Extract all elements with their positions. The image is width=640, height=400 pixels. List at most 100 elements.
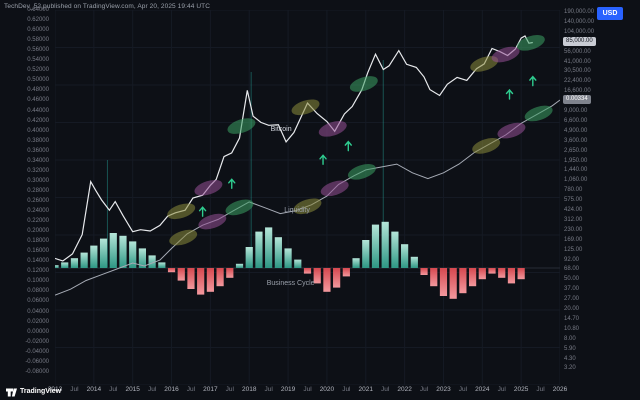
bitcoin-line [55,35,533,262]
price-axis-label: 3.20 [564,365,576,372]
histogram-bar [323,268,331,292]
price-axis-label: 50.00 [564,276,580,283]
cycle-ellipse-annotation [472,138,501,154]
price-axis-label: 22,400.00 [564,78,591,85]
price-axis-label: 0.24000 [27,208,49,214]
cycle-ellipse-annotation [225,199,254,216]
price-axis-label: 0.00000 [27,328,49,335]
price-axis-label: 0.32000 [27,167,49,174]
price-axis-label: 0.60000 [27,27,49,34]
price-axis-label: 14.70 [564,315,580,322]
tradingview-logo-icon [6,388,17,397]
histogram-bar [138,248,147,268]
histogram-bar [245,247,253,268]
price-axis-label: 0.30000 [27,177,49,184]
histogram-bar [70,258,79,268]
price-axis-label: 125.00 [564,246,583,253]
histogram-bar [459,268,467,294]
price-axis-label: 575.00 [564,197,583,204]
histogram-bar [468,268,477,287]
price-axis-label: 56,000.00 [564,48,591,55]
price-axis-label: 9,000.00 [564,108,588,114]
price-axis-label: 780.00 [564,187,583,194]
price-axis-label: 16,600.00 [564,88,591,95]
time-axis-label: Jul [381,386,390,393]
time-axis-label: Jul [342,386,351,393]
price-axis-label: 0.10000 [27,278,49,285]
cycle-ellipse-annotation [194,179,223,196]
tradingview-logo[interactable]: TradingView [6,386,61,397]
time-axis-label: Jul [147,386,157,393]
price-axis-label: 0.26000 [27,197,49,204]
price-axis-label: 20.00 [564,306,580,312]
price-axis-label: 0.42000 [27,117,49,124]
currency-badge[interactable]: USD [597,7,623,20]
price-axis-label: 0.20000 [27,228,49,235]
histogram-bar [90,245,98,268]
price-axis-label: 0.64000 [27,7,49,13]
up-arrow-icon [319,154,327,166]
histogram-bar [61,262,69,268]
histogram-bar [420,268,428,275]
histogram-bar [488,268,496,274]
time-axis-label: Jul [70,386,79,393]
price-axis-label: 0.54000 [27,57,49,64]
time-axis-label: Jul [536,386,545,393]
histogram-bar [381,221,389,268]
time-axis-label: Jul [264,386,273,393]
price-axis-label: 92.00 [564,256,580,263]
cycle-ellipse-annotation [227,118,256,134]
time-axis[interactable]: 2013 Jul 2014 Jul 2015 Jul 2016 Jul 2017 Jul 2018 J… [48,385,567,398]
price-axis-label: 0.48000 [27,87,49,94]
time-axis-label: Jul [419,386,429,393]
histogram-bar [391,231,399,268]
histogram-bar [197,268,205,295]
histogram-bar [313,268,321,284]
cycle-ellipse-annotation [516,35,545,51]
histogram-bar [216,268,224,287]
up-arrow-icon [505,88,514,100]
up-arrow-icon [198,206,207,217]
histogram-bar [498,268,506,278]
time-axis-label: 2021 [358,386,373,393]
histogram-bar [80,252,88,268]
price-axis-label: 1,950.00 [564,157,588,164]
price-axis-label: -0.08000 [25,368,49,375]
histogram-bar [517,268,525,280]
tradingview-logo-text: TradingView [20,388,62,395]
price-axis-label: 27.00 [564,296,580,303]
cycle-ellipse-annotation [291,99,320,116]
time-axis-label: Jul [303,386,312,393]
price-axis-label: -0.04000 [25,348,49,355]
left-price-axis[interactable]: 0.64000 0.62000 0.60000 0.58000 0.56000 0.540… [0,7,52,389]
price-axis-label: 0.28000 [27,187,49,194]
price-axis-label: 0.52000 [27,67,49,74]
price-axis-label: 0.58000 [27,37,49,44]
price-axis-label: 0.56000 [27,47,49,54]
time-axis-label: 2026 [552,386,568,393]
time-axis-label: 2017 [203,386,218,393]
price-axis-label: 1,060.00 [564,177,588,184]
cycle-ellipse-annotation [167,203,196,220]
price-axis-label: 0.06000 [27,298,49,305]
chart-plot-area[interactable]: Bitcoin Liquidity Business Cycle [55,10,560,385]
time-axis-label: Jul [186,386,196,393]
histogram-bar [226,268,234,278]
cycle-ellipse-annotation [293,198,322,215]
time-axis-label: 2024 [475,386,490,393]
histogram-bar [284,248,292,268]
histogram-bar [342,268,350,277]
price-badge: 0.00334 [563,95,591,104]
cycle-ellipse-annotation [497,122,526,139]
price-axis-label: 0.38000 [27,137,49,144]
attribution-text: TechDev_52 published on TradingView.com,… [4,3,210,10]
price-axis-label: 0.08000 [27,288,49,295]
price-axis-label: 4.30 [564,355,576,362]
right-price-axis[interactable]: 190,000.00140,000.00104,000.0076,000.005… [562,9,640,391]
histogram-bar [401,244,409,268]
price-axis-label: 4,900.00 [564,127,588,134]
histogram-bar [206,268,214,292]
price-axis-label: 37.00 [564,286,580,293]
price-axis-label: 0.18000 [27,238,49,245]
price-axis-label: 0.50000 [27,77,49,84]
